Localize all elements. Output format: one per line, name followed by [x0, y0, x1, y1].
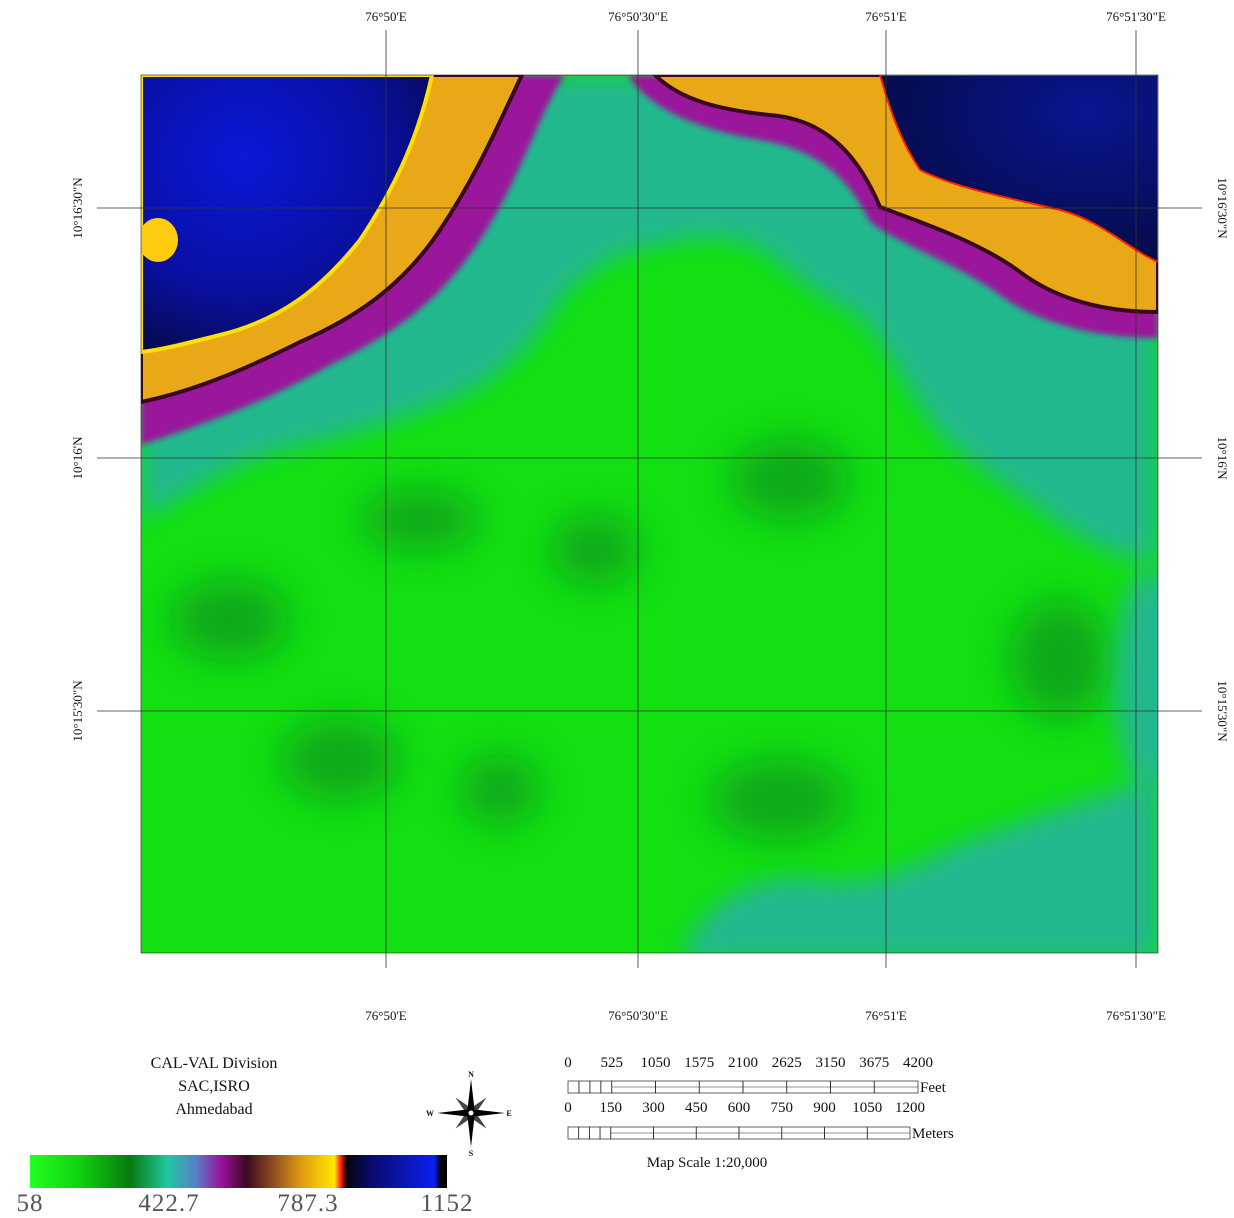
compass-west: W [426, 1109, 434, 1118]
feet-tick-label: 1575 [684, 1055, 714, 1071]
compass-north: N [468, 1070, 474, 1079]
credit-line: Ahmedabad [175, 1101, 252, 1118]
feet-unit: Feet [920, 1080, 947, 1096]
longitude-label: 76°51'E [865, 1008, 907, 1023]
longitude-label: 76°50'30"E [608, 9, 668, 24]
scale-segment [568, 1081, 579, 1093]
feet-tick-label: 1050 [641, 1055, 671, 1071]
meters-tick-label: 150 [600, 1100, 623, 1116]
colorbar-label: 787.3 [277, 1190, 338, 1217]
scale-segment [600, 1127, 611, 1139]
meters-tick-label: 900 [813, 1100, 836, 1116]
latitude-label: 10°16'30"N [70, 177, 85, 239]
compass-center [468, 1110, 474, 1116]
longitude-label: 76°51'E [865, 9, 907, 24]
scale-segment [579, 1127, 590, 1139]
latitude-label: 10°15'30"N [1215, 680, 1230, 742]
compass-east: E [506, 1109, 511, 1118]
feet-tick-label: 2100 [728, 1055, 758, 1071]
longitude-label: 76°51'30"E [1106, 9, 1166, 24]
feet-tick-label: 525 [601, 1055, 624, 1071]
longitude-label: 76°50'30"E [608, 1008, 668, 1023]
compass-rose [437, 1079, 505, 1147]
latitude-label: 10°15'30"N [70, 680, 85, 742]
meters-tick-label: 300 [642, 1100, 665, 1116]
colorbar [30, 1155, 447, 1188]
meters-tick-label: 1050 [852, 1100, 882, 1116]
scale-segment [601, 1081, 612, 1093]
latitude-label: 10°16'N [1215, 437, 1230, 481]
longitude-label: 76°50'E [365, 1008, 407, 1023]
page: {"map": { "longitudes": ["76°50'E", "76°… [0, 0, 1234, 1218]
compass-south: S [469, 1149, 474, 1158]
feet-tick-label: 3675 [859, 1055, 889, 1071]
meters-tick-label: 1200 [895, 1100, 925, 1116]
credit-line: SAC,ISRO [178, 1078, 250, 1095]
longitude-label: 76°51'30"E [1106, 1008, 1166, 1023]
meters-tick-label: 0 [564, 1100, 572, 1116]
scale-segment [568, 1127, 579, 1139]
scale-caption: Map Scale 1:20,000 [647, 1155, 767, 1171]
feet-tick-label: 3150 [816, 1055, 846, 1071]
meters-tick-label: 450 [685, 1100, 708, 1116]
meters-tick-label: 750 [771, 1100, 794, 1116]
scale-segment [590, 1081, 601, 1093]
latitude-label: 10°16'N [70, 436, 85, 480]
scale-segment [589, 1127, 600, 1139]
colorbar-label: 1152 [420, 1190, 473, 1217]
map-figure: 76°50'E 76°50'E 76°50'30"E 76°50'30"E 76°51'… [0, 0, 1234, 1218]
meters-unit: Meters [912, 1126, 954, 1142]
colorbar-label: 422.7 [138, 1190, 199, 1217]
feet-tick-label: 0 [564, 1055, 572, 1071]
feet-tick-label: 4200 [903, 1055, 933, 1071]
meters-tick-label: 600 [728, 1100, 751, 1116]
colorbar-label: 58 [17, 1190, 44, 1217]
feet-tick-label: 2625 [772, 1055, 802, 1071]
latitude-label: 10°16'30"N [1215, 177, 1230, 239]
longitude-label: 76°50'E [365, 9, 407, 24]
scale-segment [579, 1081, 590, 1093]
credit-line: CAL-VAL Division [151, 1055, 278, 1072]
